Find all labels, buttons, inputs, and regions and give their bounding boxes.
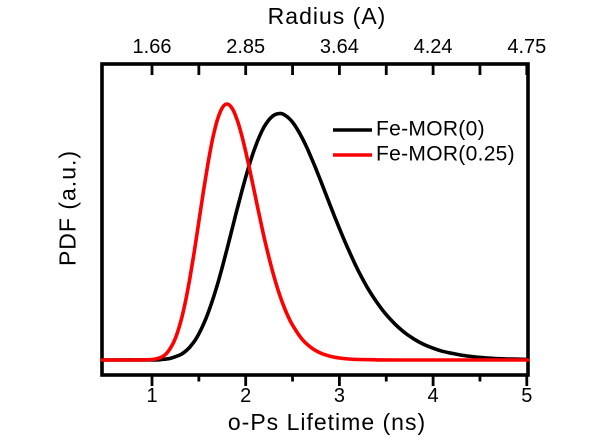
top-axis-tick-label: 2.85 bbox=[226, 36, 266, 58]
legend-label-fe-mor-025: Fe-MOR(0.25) bbox=[376, 142, 515, 166]
x-axis-tick-label: 4 bbox=[427, 385, 439, 407]
top-axis-tick-label: 4.24 bbox=[413, 36, 453, 58]
x-axis-tick-label: 1 bbox=[146, 385, 158, 407]
curve-fe-mor-0-25- bbox=[100, 102, 530, 362]
curve-fe-mor-0- bbox=[100, 111, 530, 362]
x-axis-title: o-Ps Lifetime (ns) bbox=[227, 409, 427, 435]
top-axis-title: Radius (A) bbox=[267, 3, 387, 29]
top-axis-tick-label: 1.66 bbox=[132, 36, 172, 58]
y-axis-title: PDF (a.u.) bbox=[54, 149, 81, 267]
top-axis-tick-label: 4.75 bbox=[507, 36, 547, 58]
top-axis-tick-label: 3.64 bbox=[319, 36, 359, 58]
x-axis-tick-label: 2 bbox=[240, 385, 252, 407]
legend-label-fe-mor-0: Fe-MOR(0) bbox=[376, 117, 485, 141]
x-axis-tick-label: 5 bbox=[521, 385, 533, 407]
x-axis-tick-label: 3 bbox=[333, 385, 345, 407]
plot-frame bbox=[100, 62, 530, 377]
